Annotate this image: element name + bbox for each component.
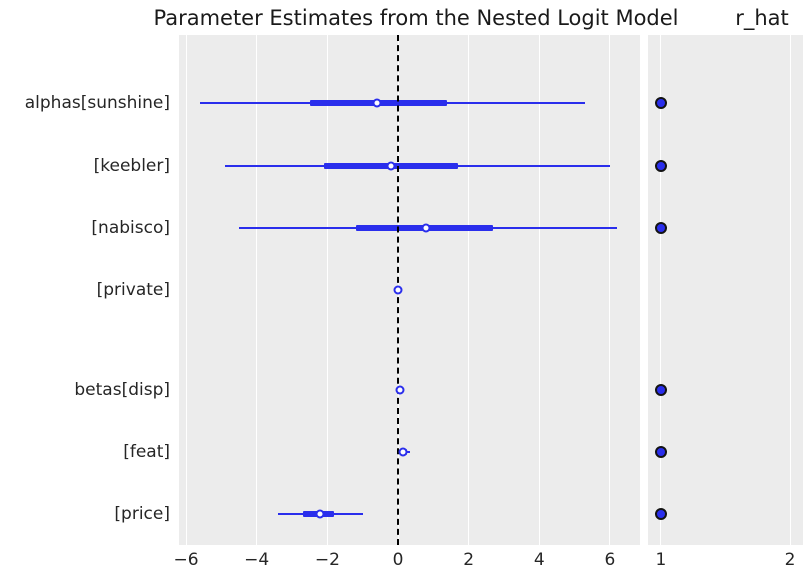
xtick-0: 0 bbox=[392, 550, 404, 570]
xtick--6: −6 bbox=[173, 550, 199, 570]
median-marker bbox=[386, 161, 396, 171]
rhat-panel bbox=[648, 35, 803, 545]
rhat-dot bbox=[654, 159, 667, 172]
xtick-rhat-1: 1 bbox=[655, 550, 667, 570]
gridline-x--6 bbox=[185, 35, 187, 545]
gridline-x-2 bbox=[468, 35, 470, 545]
ytick-label-1: [keebler] bbox=[93, 155, 170, 176]
xtick-4: 4 bbox=[533, 550, 545, 570]
rhat-dot bbox=[654, 507, 667, 520]
gridline-rhat-1 bbox=[660, 35, 662, 545]
xtick-6: 6 bbox=[604, 550, 616, 570]
ytick-label-3: [private] bbox=[96, 280, 170, 300]
gridline-x--2 bbox=[326, 35, 328, 545]
median-marker bbox=[372, 98, 382, 108]
chart-title: Parameter Estimates from the Nested Logi… bbox=[153, 6, 679, 30]
estimates-panel bbox=[179, 35, 640, 545]
xtick--2: −2 bbox=[314, 550, 340, 570]
gridline-rhat-2 bbox=[789, 35, 791, 545]
median-marker bbox=[393, 285, 403, 295]
median-marker bbox=[315, 509, 325, 519]
ytick-label-6: [price] bbox=[114, 503, 170, 524]
xtick-rhat-2: 2 bbox=[784, 550, 796, 570]
median-marker bbox=[398, 447, 408, 457]
median-marker bbox=[395, 385, 405, 395]
ytick-label-0: alphas[sunshine] bbox=[24, 92, 170, 113]
median-marker bbox=[421, 223, 431, 233]
ytick-label-4: betas[disp] bbox=[74, 379, 170, 400]
gridline-x-4 bbox=[538, 35, 540, 545]
gridline-x-6 bbox=[609, 35, 611, 545]
ytick-label-2: [nabisco] bbox=[91, 217, 170, 238]
xtick-2: 2 bbox=[463, 550, 475, 570]
xtick--4: −4 bbox=[244, 550, 270, 570]
rhat-dot bbox=[654, 383, 667, 396]
gridline-x--4 bbox=[256, 35, 258, 545]
ytick-label-5: [feat] bbox=[123, 442, 170, 463]
rhat-dot bbox=[654, 96, 667, 109]
rhat-dot bbox=[654, 446, 667, 459]
rhat-dot bbox=[654, 221, 667, 234]
rhat-panel-title: r_hat bbox=[735, 6, 789, 30]
